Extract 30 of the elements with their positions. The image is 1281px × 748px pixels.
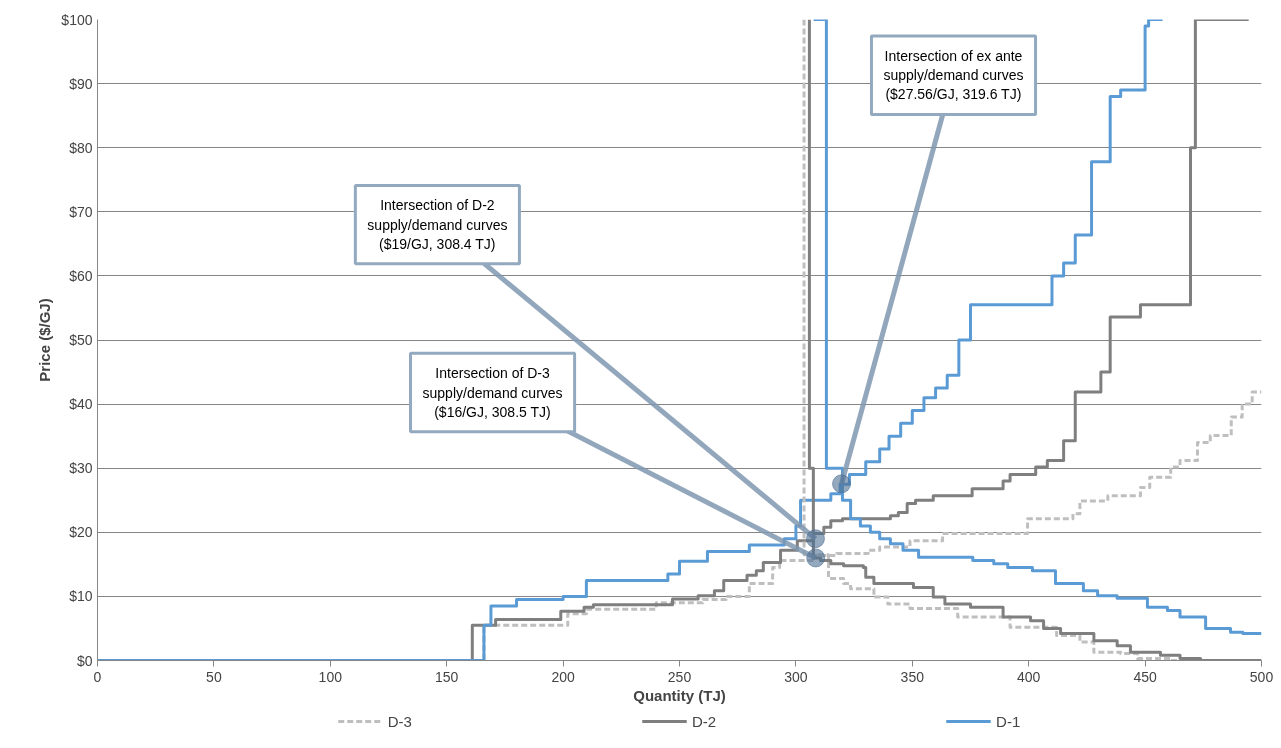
y-tick-label: $30 bbox=[69, 460, 93, 477]
annotation: Intersection of D-2 supply/demand curves ($19/GJ, 308.4 TJ) bbox=[367, 197, 508, 252]
x-tick-label: 450 bbox=[1133, 668, 1157, 685]
x-tick-label: 250 bbox=[667, 668, 692, 685]
y-tick-label: $0 bbox=[76, 652, 93, 669]
y-tick-label: $60 bbox=[69, 267, 93, 284]
y-tick-label: $90 bbox=[69, 75, 93, 92]
y-tick-label: $10 bbox=[69, 588, 93, 605]
x-tick-label: 500 bbox=[1249, 668, 1274, 685]
x-tick-label: 0 bbox=[93, 668, 102, 685]
x-tick-label: 350 bbox=[900, 668, 925, 685]
x-tick-label: 150 bbox=[435, 668, 459, 685]
x-tick-label: 200 bbox=[551, 668, 575, 685]
y-tick-label: $80 bbox=[69, 139, 93, 156]
y-tick-label: $70 bbox=[69, 203, 93, 220]
x-tick-label: 100 bbox=[318, 668, 343, 685]
annotation: Intersection of ex ante supply/demand curves ($27.56/GJ, 319.6 TJ) bbox=[883, 48, 1024, 103]
y-tick-label: $100 bbox=[61, 11, 93, 28]
y-axis-title: Price ($/GJ) bbox=[36, 298, 54, 382]
x-tick-label: 300 bbox=[784, 668, 808, 685]
x-axis-title: Quantity (TJ) bbox=[633, 686, 726, 704]
x-tick-label: 50 bbox=[206, 668, 222, 685]
y-tick-label: $40 bbox=[69, 396, 93, 413]
annotation: Intersection of D-3 supply/demand curves ($16/GJ, 308.5 TJ) bbox=[422, 365, 563, 420]
x-tick-label: 400 bbox=[1017, 668, 1041, 685]
legend-label: D-1 bbox=[996, 712, 1021, 730]
legend-label: D-3 bbox=[387, 712, 412, 730]
y-tick-label: $20 bbox=[69, 524, 93, 541]
legend-label: D-2 bbox=[691, 712, 717, 730]
y-tick-label: $50 bbox=[69, 332, 93, 348]
